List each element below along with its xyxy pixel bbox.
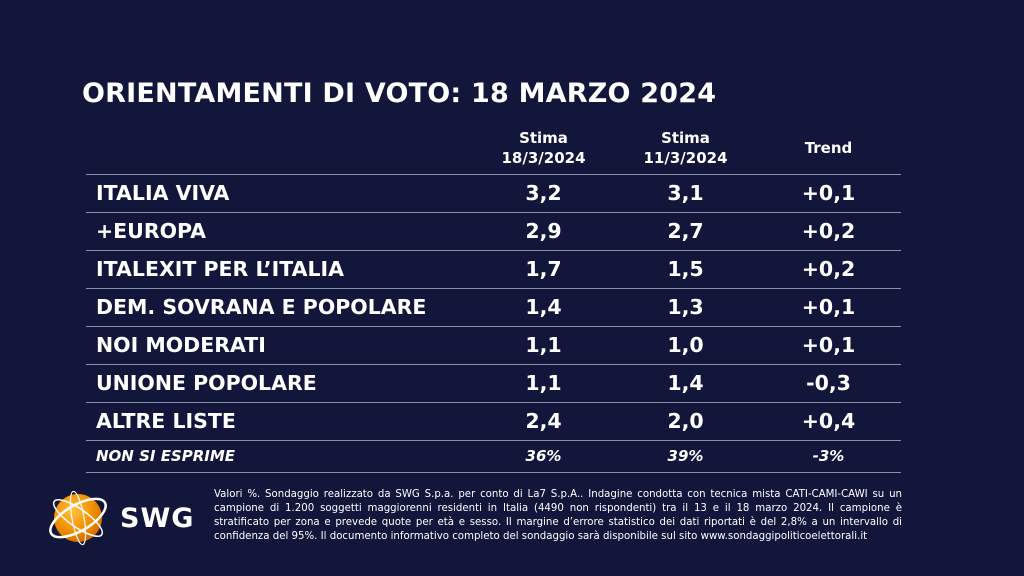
previous-value: 39%	[667, 447, 704, 465]
col-header-previous-line1: Stima	[661, 129, 710, 147]
previous-value: 1,4	[667, 371, 704, 395]
trend-value: +0,2	[801, 219, 856, 243]
previous-value: 2,7	[667, 219, 704, 243]
trend-value: +0,1	[801, 295, 856, 319]
table-header: Stima 18/3/2024 Stima 11/3/2024 Trend	[86, 128, 901, 175]
table-row-non-si-esprime: NON SI ESPRIME 36% 39% -3%	[86, 441, 901, 473]
methodology-note: Valori %. Sondaggio realizzato da SWG S.…	[214, 489, 902, 542]
col-header-current-line1: Stima	[519, 129, 568, 147]
current-value: 3,2	[525, 181, 562, 205]
table-row: +EUROPA 2,9 2,7 +0,2	[86, 213, 901, 251]
current-value: 1,1	[525, 371, 562, 395]
party-name: ITALIA VIVA	[96, 181, 230, 205]
col-header-trend: Trend	[766, 138, 891, 158]
party-name: UNIONE POPOLARE	[96, 371, 317, 395]
current-value: 1,7	[525, 257, 562, 281]
trend-value: +0,1	[801, 333, 856, 357]
table-row: DEM. SOVRANA E POPOLARE 1,4 1,3 +0,1	[86, 289, 901, 327]
current-value: 2,4	[525, 409, 562, 433]
previous-value: 2,0	[667, 409, 704, 433]
trend-value: -3%	[812, 447, 845, 465]
party-name: DEM. SOVRANA E POPOLARE	[96, 295, 427, 319]
party-name: ALTRE LISTE	[96, 409, 236, 433]
party-name: ITALEXIT PER L’ITALIA	[96, 257, 345, 281]
col-header-current-line2: 18/3/2024	[501, 149, 586, 167]
previous-value: 1,3	[667, 295, 704, 319]
table-row: ALTRE LISTE 2,4 2,0 +0,4	[86, 403, 901, 441]
trend-value: +0,4	[801, 409, 856, 433]
col-header-current: Stima 18/3/2024	[481, 128, 606, 168]
col-header-trend-line1: Trend	[804, 139, 853, 157]
previous-value: 3,1	[667, 181, 704, 205]
col-header-previous-line2: 11/3/2024	[643, 149, 728, 167]
previous-value: 1,5	[667, 257, 704, 281]
party-name: +EUROPA	[96, 219, 207, 243]
trend-value: +0,2	[801, 257, 856, 281]
col-header-previous: Stima 11/3/2024	[623, 128, 748, 168]
party-name: NON SI ESPRIME	[96, 447, 236, 465]
current-value: 36%	[525, 447, 562, 465]
table-row: ITALIA VIVA 3,2 3,1 +0,1	[86, 175, 901, 213]
current-value: 1,4	[525, 295, 562, 319]
poll-table: Stima 18/3/2024 Stima 11/3/2024 Trend IT…	[86, 128, 901, 473]
previous-value: 1,0	[667, 333, 704, 357]
page-title: ORIENTAMENTI DI VOTO: 18 MARZO 2024	[82, 78, 717, 109]
current-value: 1,1	[525, 333, 562, 357]
trend-value: +0,1	[801, 181, 856, 205]
table-row: UNIONE POPOLARE 1,1 1,4 -0,3	[86, 365, 901, 403]
party-name: NOI MODERATI	[96, 333, 266, 357]
table-row: NOI MODERATI 1,1 1,0 +0,1	[86, 327, 901, 365]
current-value: 2,9	[525, 219, 562, 243]
logo-text: SWG	[120, 503, 195, 534]
swg-logo-icon	[49, 490, 107, 546]
trend-value: -0,3	[806, 371, 851, 395]
table-row: ITALEXIT PER L’ITALIA 1,7 1,5 +0,2	[86, 251, 901, 289]
